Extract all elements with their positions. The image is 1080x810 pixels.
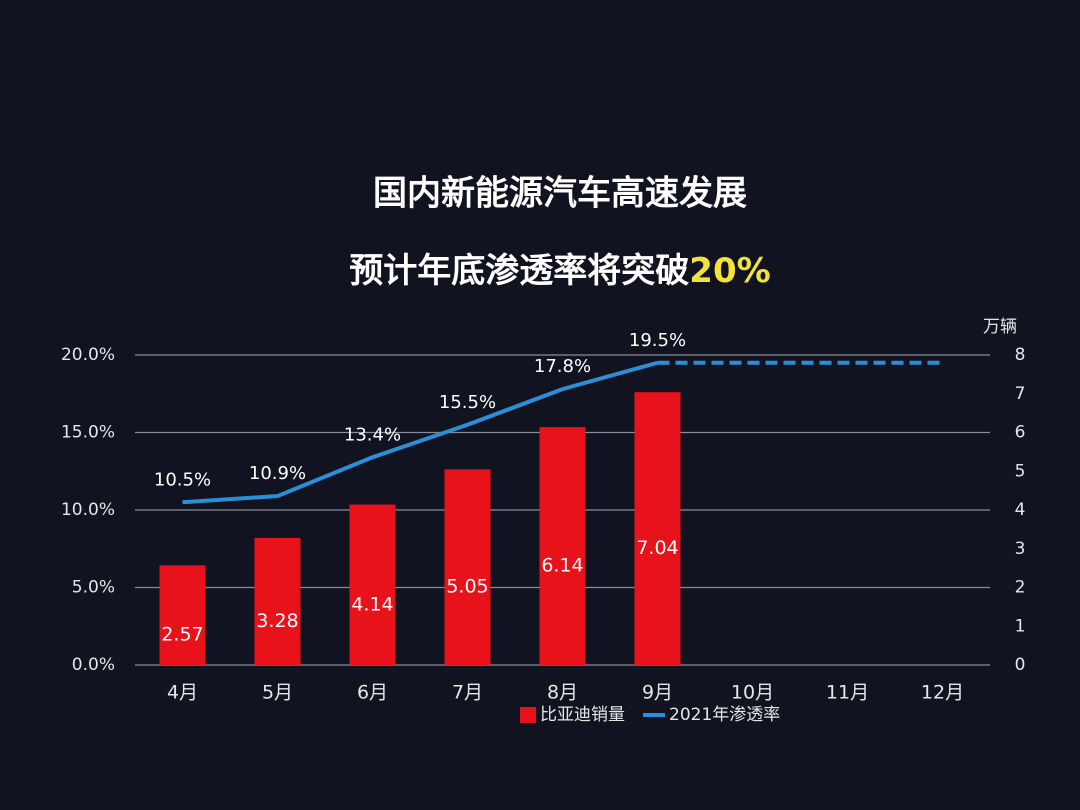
y2-axis-label: 万辆: [983, 317, 1017, 337]
y-tick-label: 10.0%: [61, 500, 115, 520]
y2-tick-label: 1: [1015, 616, 1026, 636]
bar-label: 5.05: [446, 576, 488, 598]
line-label: 10.5%: [154, 469, 211, 490]
line-label: 17.8%: [534, 356, 591, 377]
x-tick-label: 9月: [642, 682, 673, 704]
x-tick-label: 10月: [731, 682, 774, 704]
legend-label: 2021年渗透率: [669, 705, 780, 725]
x-tick-label: 5月: [262, 682, 293, 704]
y-tick-label: 15.0%: [61, 423, 115, 443]
chart-subtitle: 预计年底渗透率将突破20%: [349, 251, 770, 291]
y2-tick-label: 5: [1015, 461, 1026, 481]
bar: [539, 427, 586, 665]
subtitle-text: 预计年底渗透率将突破: [349, 251, 689, 291]
subtitle-highlight: 20%: [689, 251, 770, 291]
y2-tick-label: 7: [1015, 384, 1026, 404]
bar: [254, 537, 301, 665]
y-tick-label: 5.0%: [72, 578, 115, 598]
x-tick-label: 11月: [826, 682, 869, 704]
line-label: 19.5%: [629, 330, 686, 351]
y2-tick-label: 3: [1015, 539, 1026, 559]
line-label: 13.4%: [344, 424, 401, 445]
bar: [444, 469, 491, 665]
line-label: 15.5%: [439, 392, 496, 413]
x-tick-label: 8月: [547, 682, 578, 704]
bar: [159, 565, 206, 665]
y2-tick-label: 6: [1015, 423, 1026, 443]
bar: [634, 392, 681, 665]
bar-label: 7.04: [636, 537, 678, 559]
chart-title: 国内新能源汽车高速发展: [373, 174, 747, 214]
y-tick-label: 0.0%: [72, 655, 115, 675]
bar: [349, 504, 396, 665]
y2-tick-label: 8: [1015, 345, 1026, 365]
bar-label: 4.14: [351, 593, 393, 615]
legend-label: 比亚迪销量: [540, 705, 625, 725]
y2-tick-label: 4: [1015, 500, 1026, 520]
x-tick-label: 12月: [921, 682, 964, 704]
y-tick-label: 20.0%: [61, 345, 115, 365]
y2-tick-label: 0: [1015, 655, 1026, 675]
x-tick-label: 7月: [452, 682, 483, 704]
legend-swatch: [520, 707, 536, 723]
bar-label: 2.57: [161, 624, 203, 646]
x-tick-label: 4月: [167, 682, 198, 704]
bar-label: 6.14: [541, 555, 583, 577]
line: [182, 360, 659, 505]
x-tick-label: 6月: [357, 682, 388, 704]
bar-label: 3.28: [256, 610, 298, 632]
line-label: 10.9%: [249, 463, 306, 484]
y2-tick-label: 2: [1015, 578, 1026, 598]
